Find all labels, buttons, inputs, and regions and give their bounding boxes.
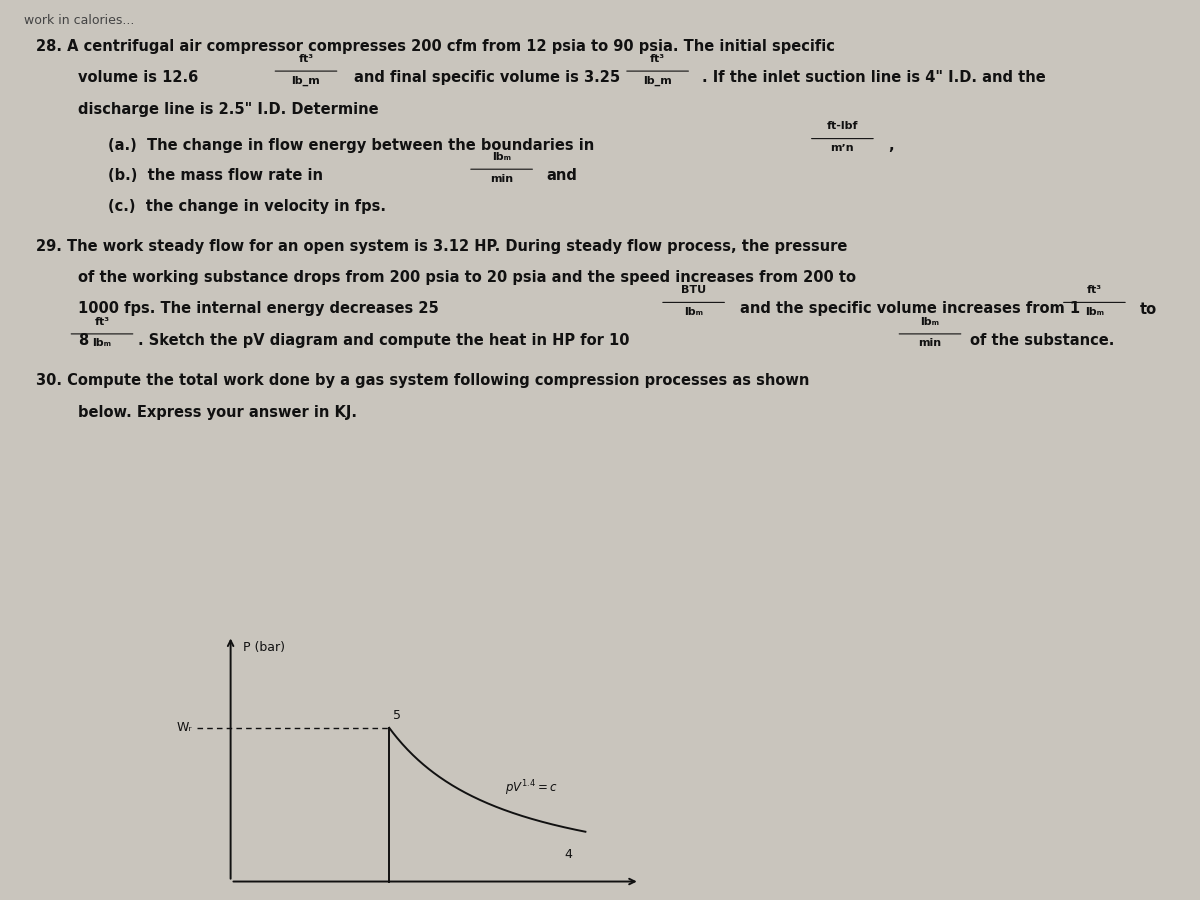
Text: lbₘ: lbₘ [92, 338, 112, 348]
Text: 8: 8 [78, 333, 89, 348]
Text: . If the inlet suction line is 4" I.D. and the: . If the inlet suction line is 4" I.D. a… [702, 70, 1045, 86]
Text: 4: 4 [564, 849, 572, 861]
Text: min: min [490, 174, 514, 184]
Text: of the substance.: of the substance. [970, 333, 1114, 348]
Text: to: to [1140, 302, 1157, 317]
Text: ft³: ft³ [95, 317, 109, 327]
Text: ft³: ft³ [650, 54, 665, 64]
Text: 1000 fps. The internal energy decreases 25: 1000 fps. The internal energy decreases … [78, 302, 439, 317]
Text: (b.)  the mass flow rate in: (b.) the mass flow rate in [108, 168, 323, 184]
Text: (c.)  the change in velocity in fps.: (c.) the change in velocity in fps. [108, 199, 386, 214]
Text: lb_m: lb_m [643, 76, 672, 86]
Text: . Sketch the pV diagram and compute the heat in HP for 10: . Sketch the pV diagram and compute the … [138, 333, 630, 348]
Text: work in calories...: work in calories... [24, 14, 134, 26]
Text: lbₘ: lbₘ [492, 152, 511, 162]
Text: discharge line is 2.5" I.D. Determine: discharge line is 2.5" I.D. Determine [78, 102, 379, 117]
Text: 30. Compute the total work done by a gas system following compression processes : 30. Compute the total work done by a gas… [36, 374, 809, 389]
Text: and the specific volume increases from 1: and the specific volume increases from 1 [740, 302, 1080, 317]
Text: lbₘ: lbₘ [1085, 307, 1104, 317]
Text: $pV^{1.4}=c$: $pV^{1.4}=c$ [505, 778, 557, 798]
Text: 5: 5 [394, 709, 401, 722]
Text: volume is 12.6: volume is 12.6 [78, 70, 198, 86]
Text: lbₘ: lbₘ [920, 317, 940, 327]
Text: ,: , [888, 138, 894, 153]
Text: mʼn: mʼn [830, 143, 854, 153]
Text: 29. The work steady flow for an open system is 3.12 HP. During steady flow proce: 29. The work steady flow for an open sys… [36, 238, 847, 254]
Text: BTU: BTU [682, 285, 706, 295]
Text: 28. A centrifugal air compressor compresses 200 cfm from 12 psia to 90 psia. The: 28. A centrifugal air compressor compres… [36, 39, 835, 54]
Text: lb_m: lb_m [292, 76, 320, 86]
Text: and: and [546, 168, 577, 184]
Text: ft³: ft³ [1087, 285, 1102, 295]
Text: min: min [918, 338, 942, 348]
Text: (a.)  The change in flow energy between the boundaries in: (a.) The change in flow energy between t… [108, 138, 594, 153]
Text: Wᵣ: Wᵣ [176, 721, 192, 734]
Text: ft-lbf: ft-lbf [827, 122, 858, 131]
Text: below. Express your answer in KJ.: below. Express your answer in KJ. [78, 405, 358, 420]
Text: of the working substance drops from 200 psia to 20 psia and the speed increases : of the working substance drops from 200 … [78, 270, 856, 285]
Text: P (bar): P (bar) [244, 641, 286, 654]
Text: and final specific volume is 3.25: and final specific volume is 3.25 [354, 70, 620, 86]
Text: ft³: ft³ [299, 54, 313, 64]
Text: lbₘ: lbₘ [684, 307, 703, 317]
